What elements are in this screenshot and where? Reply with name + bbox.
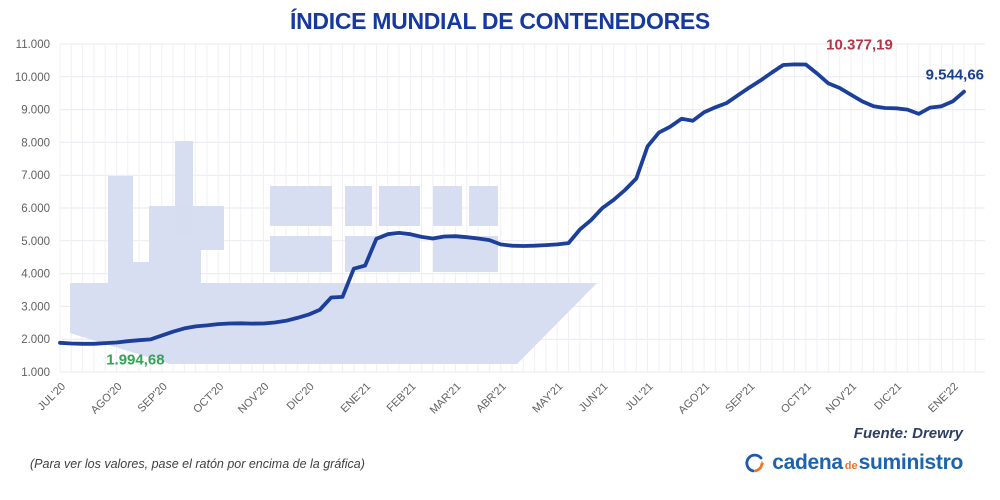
y-axis-tick-label: 2.000 [21, 334, 50, 346]
page-title: ÍNDICE MUNDIAL DE CONTENEDORES [290, 8, 710, 34]
source-label: Fuente: Drewry [853, 425, 963, 442]
ship-superstructure [200, 206, 224, 250]
x-axis-tick-label: MAR'21 [428, 381, 464, 417]
x-axis-labels: JUL'20 AGO'20 SEP'20 OCT'20 NOV'20 DIC'20 ENE'… [36, 381, 961, 417]
ship-container-block [270, 186, 332, 226]
y-axis-tick-label: 3.000 [21, 301, 50, 313]
logo-word-cadena: cadena [772, 451, 843, 474]
x-axis-tick-label: AGO'21 [676, 381, 712, 417]
x-axis-tick-label: DIC'20 [285, 381, 317, 413]
y-axis-tick-label: 10.000 [15, 72, 50, 84]
annotation-peak-value: 10.377,19 [826, 36, 893, 53]
annotation-min-value: 1.994,68 [106, 351, 164, 368]
y-axis-tick-label: 9.000 [21, 105, 50, 117]
x-axis-tick-label: ABR'21 [474, 381, 509, 416]
y-axis-tick-label: 8.000 [21, 137, 50, 149]
y-axis-tick-label: 6.000 [21, 203, 50, 215]
x-axis-tick-label: NOV'20 [236, 381, 271, 416]
x-axis-tick-label: ENE'22 [926, 381, 961, 416]
index-line[interactable] [58, 62, 966, 346]
x-axis-tick-label: JUN'21 [577, 381, 611, 415]
y-axis-tick-label: 11.000 [16, 39, 50, 51]
x-axis-tick-label: DIC'21 [872, 381, 904, 413]
x-axis-tick-label: OCT'21 [779, 381, 814, 416]
annotations: 1.994,68 10.377,19 9.544,66 [106, 36, 984, 368]
ship-container-block [345, 186, 372, 226]
y-axis-tick-label: 4.000 [21, 269, 50, 281]
x-axis-tick-label: SEP'20 [136, 381, 170, 415]
ship-superstructure [108, 176, 133, 283]
y-axis-tick-label: 5.000 [21, 236, 50, 248]
x-axis-tick-label: ENE'21 [339, 381, 374, 416]
ship-hull [70, 283, 597, 364]
x-axis-tick-label: SEP'21 [723, 381, 757, 415]
ship-container-block [270, 236, 332, 272]
hover-hint-note: (Para ver los valores, pase el ratón por… [30, 457, 365, 471]
ship-superstructure [133, 262, 149, 283]
x-axis-tick-label: MAY'21 [530, 381, 565, 416]
x-axis-tick-label: FEB'21 [385, 381, 419, 415]
ship-container-block [433, 186, 462, 226]
x-axis-tick-label: OCT'20 [191, 381, 226, 416]
x-axis-tick-label: AGO'20 [89, 381, 125, 417]
y-axis-tick-label: 1.000 [21, 367, 50, 379]
x-axis-tick-label: JUL'21 [623, 381, 655, 413]
ship-container-block [379, 186, 420, 226]
x-axis-tick-label: NOV'21 [824, 381, 859, 416]
containers-index-chart[interactable]: 1.000 2.000 3.000 4.000 5.000 6.000 7.000 8.000… [0, 0, 1000, 430]
cycle-arrows-icon [745, 453, 765, 473]
ship-watermark [70, 141, 597, 364]
ship-superstructure [149, 206, 201, 283]
ship-container-block [469, 186, 498, 226]
logo-word-suministro: suministro [858, 451, 964, 474]
brand-logo[interactable]: cadena de suministro [742, 451, 963, 475]
annotation-last-value: 9.544,66 [926, 67, 984, 84]
logo-word-de: de [844, 460, 858, 472]
ship-container-block [433, 236, 498, 272]
x-axis-tick-label: JUL'20 [36, 381, 68, 413]
y-axis-tick-label: 7.000 [21, 170, 50, 182]
